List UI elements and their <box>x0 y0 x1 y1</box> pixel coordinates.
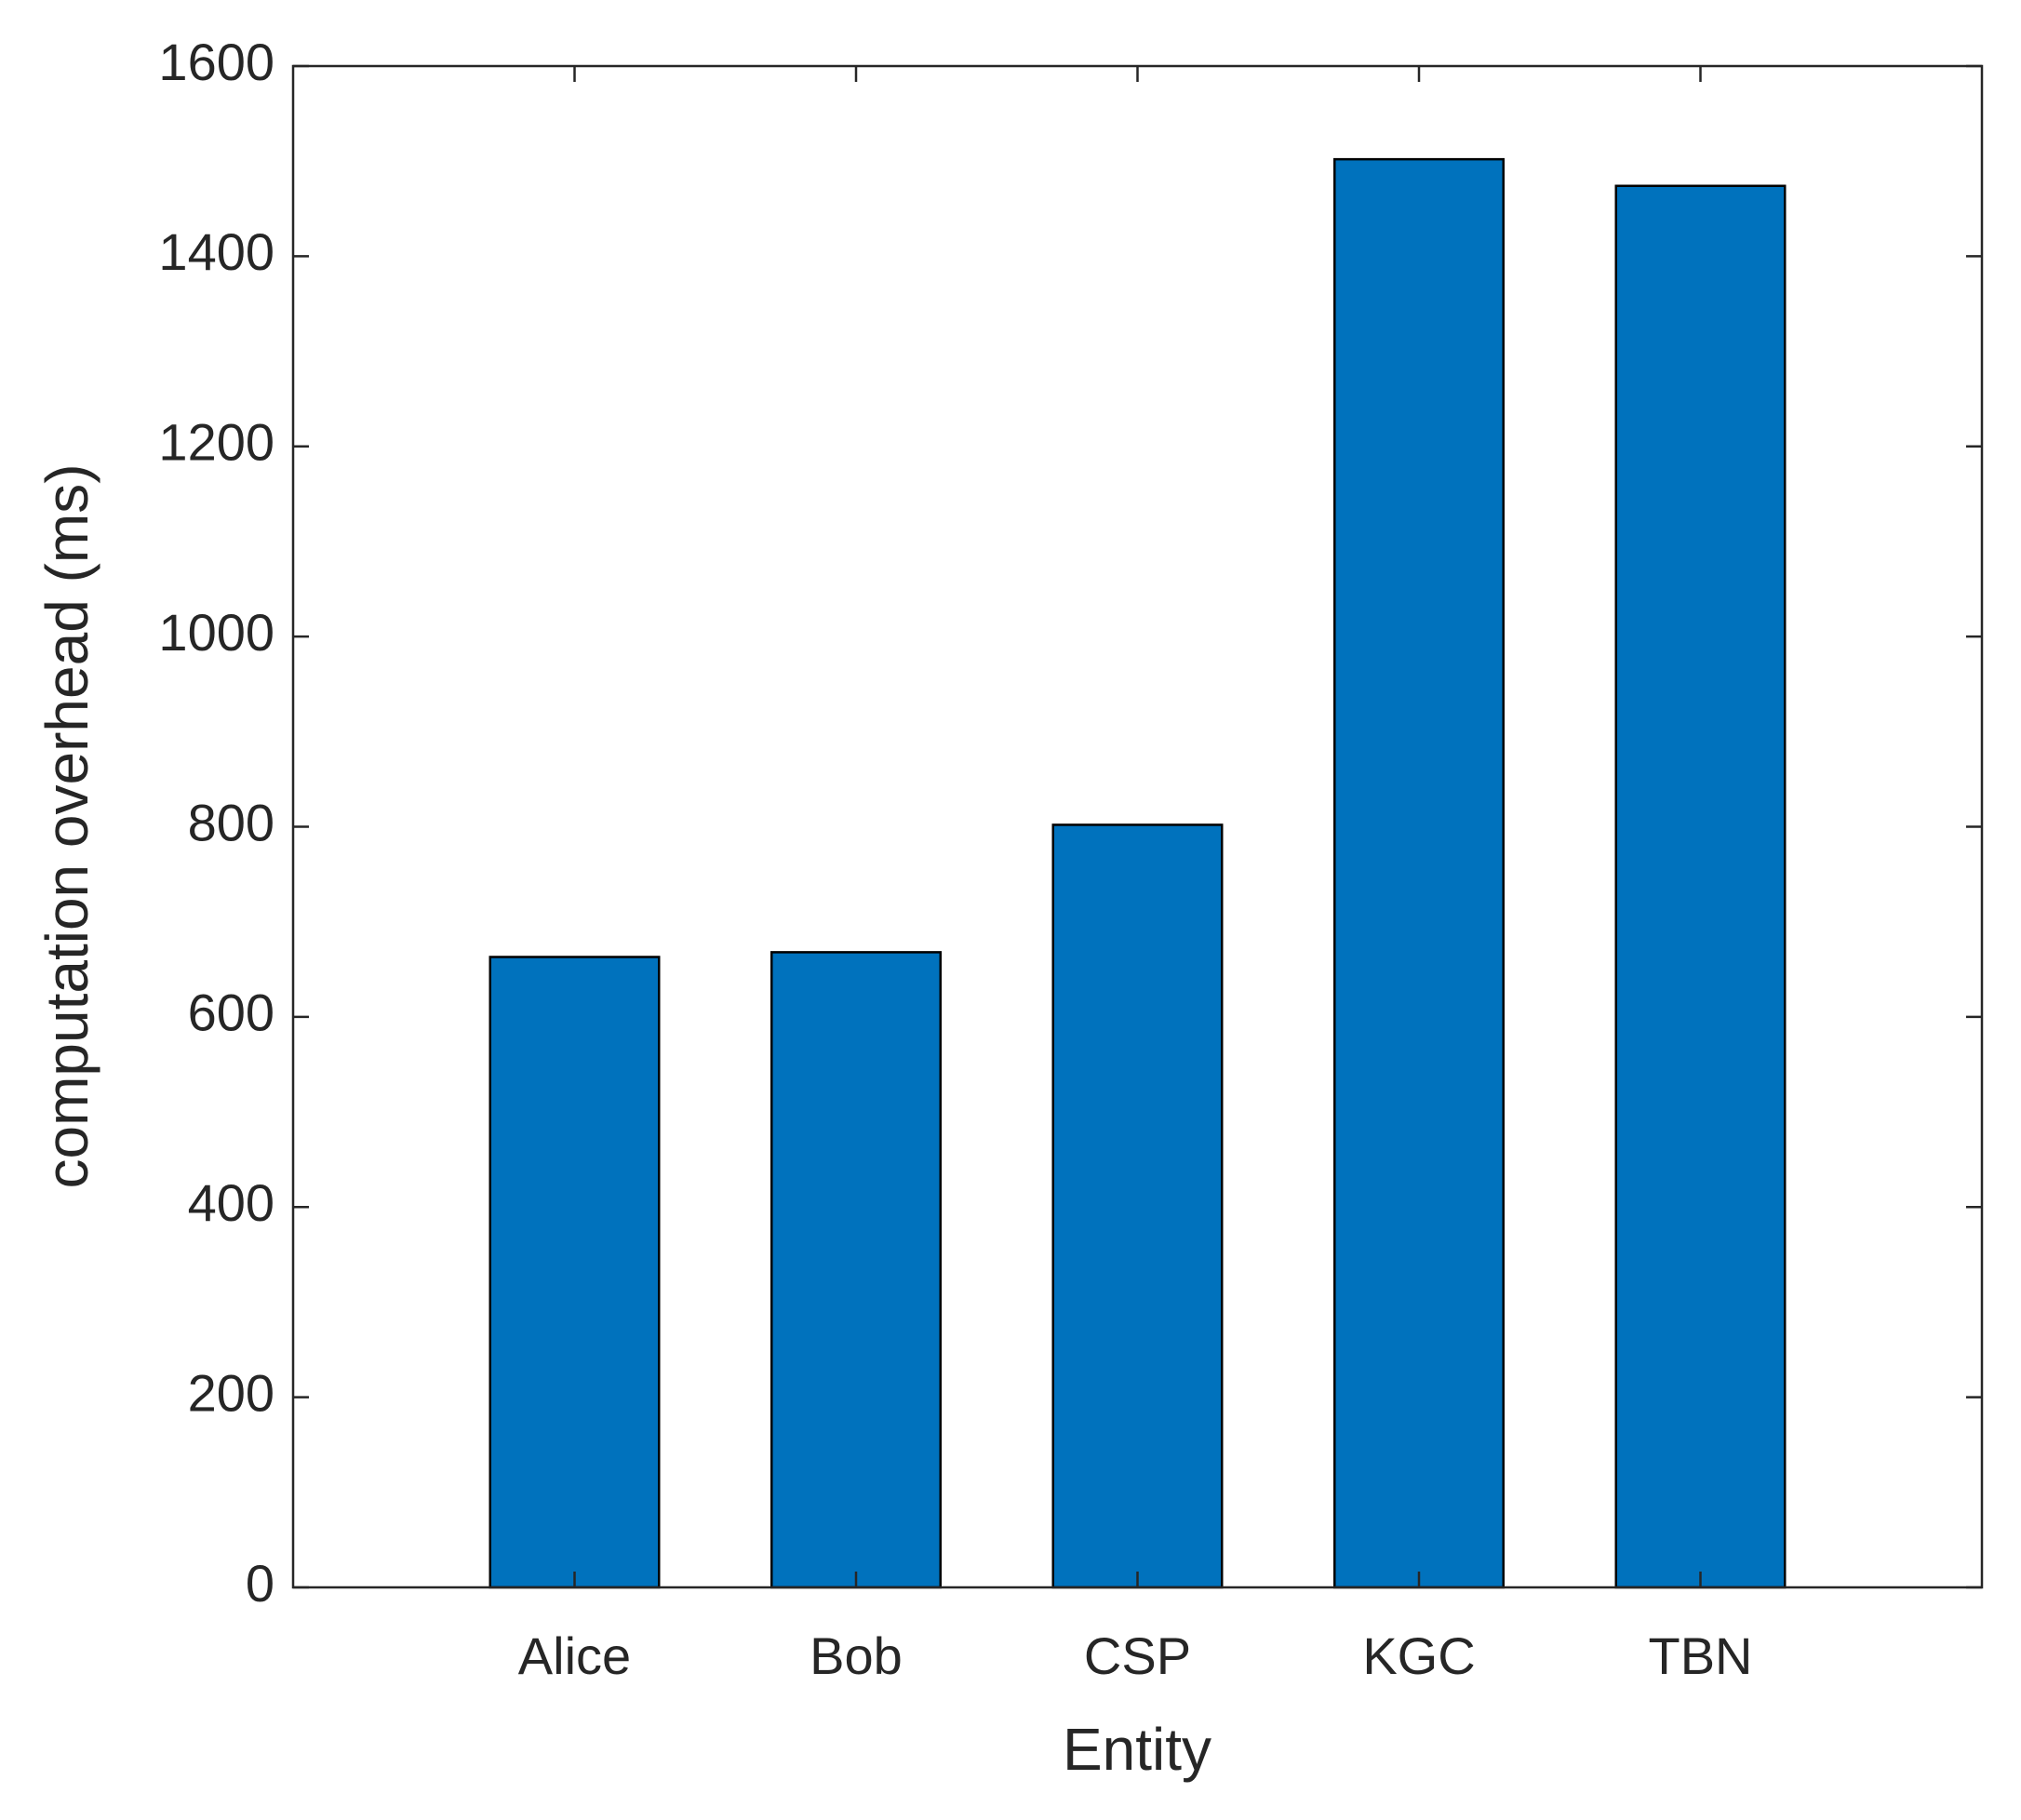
y-tick-label: 1600 <box>158 33 274 91</box>
y-tick-label: 1000 <box>158 603 274 662</box>
bar <box>1051 823 1224 1589</box>
x-axis-label: Entity <box>1063 1716 1211 1783</box>
bar <box>1333 157 1505 1589</box>
y-tick-label: 600 <box>188 984 274 1042</box>
bar <box>489 956 661 1589</box>
y-tick-label: 0 <box>246 1554 274 1613</box>
x-tick-label: TBN <box>1649 1626 1753 1685</box>
y-axis-label: computation overhead (ms) <box>33 463 100 1188</box>
x-tick-label: CSP <box>1084 1626 1191 1685</box>
y-tick-label: 1400 <box>158 222 274 281</box>
y-tick-label: 200 <box>188 1363 274 1422</box>
bar <box>770 951 942 1589</box>
x-tick-label: KGC <box>1362 1626 1475 1685</box>
x-tick-label: Bob <box>810 1626 903 1685</box>
plot-frame <box>291 64 1984 1589</box>
y-tick-label: 1200 <box>158 413 274 472</box>
bar <box>1614 184 1787 1589</box>
x-tick-label: Alice <box>518 1626 631 1685</box>
y-tick-label: 400 <box>188 1173 274 1232</box>
y-tick-label: 800 <box>188 793 274 851</box>
